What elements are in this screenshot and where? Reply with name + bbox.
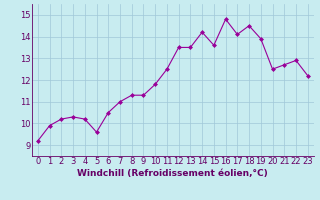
X-axis label: Windchill (Refroidissement éolien,°C): Windchill (Refroidissement éolien,°C) [77, 169, 268, 178]
